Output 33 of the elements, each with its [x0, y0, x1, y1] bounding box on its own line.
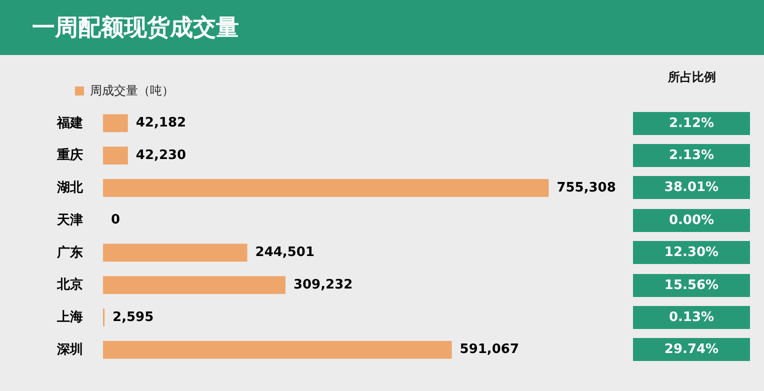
text: 0.00% — [668, 212, 714, 228]
data-label: 2,595 — [112, 310, 154, 325]
y-tick-label: 福建 — [56, 114, 83, 130]
text: 15.56% — [664, 278, 719, 293]
bar — [103, 146, 128, 164]
text: 2.12% — [668, 116, 714, 131]
y-tick-label: 天津 — [56, 212, 83, 227]
bar — [103, 179, 549, 197]
text: 12.30% — [664, 245, 719, 260]
chart-title: 一周配额现货成交量 — [32, 14, 239, 43]
text: 2.13% — [668, 148, 714, 164]
data-label: 309,232 — [293, 277, 353, 292]
data-label: 42,230 — [136, 148, 186, 163]
bar — [103, 114, 128, 132]
legend-label: 周成交量（吨） — [90, 83, 174, 98]
data-label: 42,182 — [136, 116, 186, 131]
y-tick-label: 深圳 — [56, 341, 83, 356]
y-tick-label: 北京 — [56, 276, 83, 292]
text: 38.01% — [664, 180, 719, 196]
text: 29.74% — [664, 342, 719, 358]
data-label: 244,501 — [255, 245, 314, 260]
text: 0.13% — [668, 310, 714, 325]
data-label: 0 — [111, 212, 120, 228]
y-tick-label: 湖北 — [56, 180, 84, 195]
bar — [103, 276, 286, 294]
data-label: 755,308 — [556, 180, 616, 196]
bar — [103, 340, 452, 359]
y-tick-label: 广东 — [56, 244, 83, 260]
y-tick-label: 上海 — [56, 309, 83, 324]
data-label: 591,067 — [460, 342, 519, 358]
text: 所占比例 — [667, 69, 717, 86]
y-tick-label: 重庆 — [56, 147, 83, 162]
bar — [103, 244, 248, 262]
